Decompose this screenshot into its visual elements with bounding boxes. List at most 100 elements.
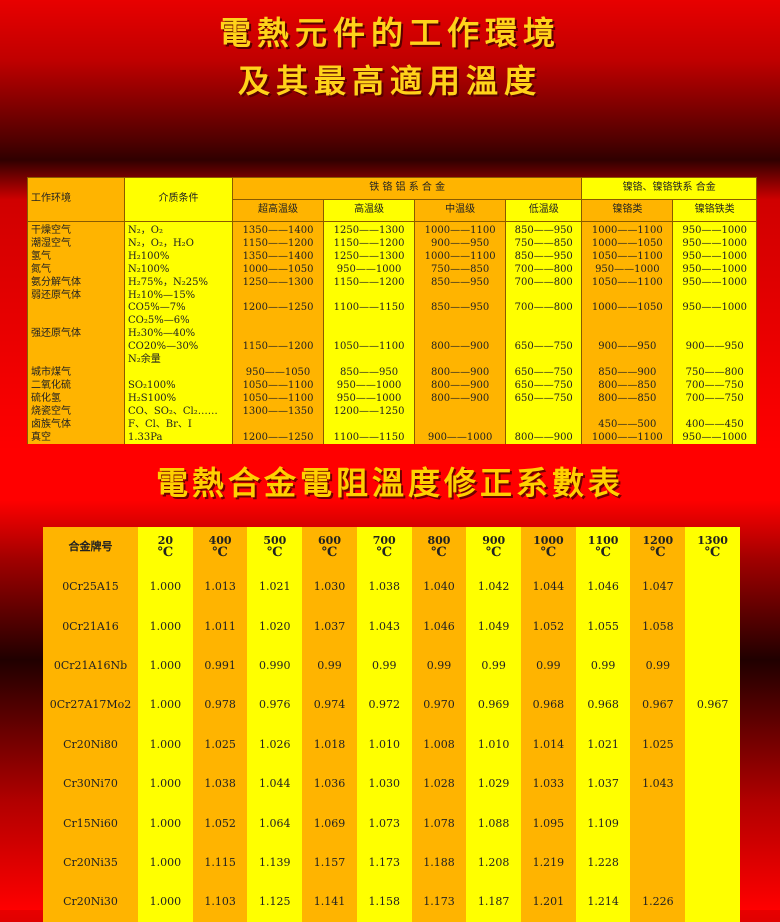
coefficient-cell: 0.974 (302, 685, 357, 725)
subheader-2: 中温级 (414, 199, 507, 222)
temp-header: 1300 ℃ (685, 527, 740, 567)
temp-cell: 950——1000 (672, 250, 757, 264)
celsius-unit: ℃ (321, 545, 338, 560)
table-row: 二氧化硫 SO₂100% 1050——1100 950——1000 800——900 65… (27, 379, 757, 393)
temp-cell (414, 289, 507, 303)
coefficient-cell: 1.078 (411, 803, 467, 843)
temp-value: 1100 (587, 534, 619, 547)
coefficient-cell: 1.038 (192, 763, 248, 804)
coefficient-cell: 1.000 (138, 882, 193, 922)
medium-cell: CO、SO₂、Cl₂…… (124, 405, 233, 419)
coefficient-cell: 0.972 (356, 685, 412, 725)
coefficient-cell: 1.036 (302, 763, 357, 804)
celsius-unit: ℃ (431, 545, 447, 560)
temp-value: 1300 (697, 534, 728, 547)
table-row: 0Cr21A16 1.000 1.011 1.020 1.037 1.043 1.046 1.… (43, 606, 740, 646)
coefficient-cell: 1.000 (138, 842, 193, 883)
celsius-unit: ℃ (157, 545, 174, 560)
temp-cell (672, 328, 757, 342)
coefficient-cell: 1.008 (411, 724, 467, 764)
medium-cell: H₂10%—15% (124, 289, 233, 303)
working-environment-table: 工作环境 介质条件 铁 铬 铝 系 合 金 镍铬、镍铬铁系 合金 超高温级 高温级… (27, 177, 757, 445)
table-row: CO5%—7% 1200——1250 1100——1150 850——950 700——… (27, 302, 757, 316)
coefficient-cell: 1.115 (192, 842, 248, 883)
temp-cell: 650——750 (505, 366, 583, 380)
coefficient-cell: 0.99 (575, 645, 631, 686)
temp-cell: 950——1000 (672, 263, 757, 277)
temp-header: 20 ℃ (138, 527, 193, 567)
temp-cell: 950——1000 (672, 237, 757, 251)
celsius-unit: ℃ (376, 545, 393, 560)
temp-cell: 700——750 (672, 392, 757, 406)
temp-cell: 1150——1200 (231, 341, 325, 355)
coefficient-cell (685, 803, 740, 843)
alloy-name: 0Cr21A16Nb (43, 645, 138, 686)
coefficient-cell: 1.025 (192, 724, 248, 764)
table-row: 卤族气体 F、Cl、Br、I 450——500 400——450 (27, 418, 757, 432)
coefficient-cell (630, 803, 686, 843)
main-title-line1: 電熱元件的工作環境 (218, 14, 561, 52)
temp-cell (323, 328, 416, 342)
coefficient-cell: 1.018 (302, 724, 357, 764)
coefficient-cell: 1.033 (521, 763, 576, 804)
coefficient-cell: 1.000 (138, 763, 193, 804)
alloy-name: 0Cr25A15 (43, 567, 138, 607)
env-cell: 干燥空气 (27, 221, 125, 238)
temp-header: 600 ℃ (302, 527, 357, 567)
coefficient-cell: 1.021 (575, 724, 631, 764)
table-row: 0Cr27A17Mo2 1.000 0.978 0.976 0.974 0.972 0.97… (43, 685, 740, 725)
coefficient-cell (685, 724, 740, 764)
temp-value: 1000 (533, 534, 564, 547)
temp-cell: 750——850 (414, 263, 507, 277)
env-cell: 真空 (27, 431, 125, 445)
celsius-unit: ℃ (540, 545, 557, 560)
coefficient-cell: 1.038 (356, 567, 412, 607)
table-row: 强还原气体 H₂30%—40% (27, 328, 757, 342)
temp-cell: 1000——1050 (231, 263, 325, 277)
coefficient-cell: 1.058 (630, 606, 686, 646)
medium-cell: CO20%—30% (124, 341, 233, 355)
coefficient-cell: 1.228 (575, 842, 631, 883)
coefficient-cell: 0.978 (192, 685, 248, 725)
temp-value: 600 (318, 534, 341, 547)
temp-cell: 450——500 (581, 418, 674, 432)
coefficient-cell: 1.064 (247, 803, 303, 843)
temp-cell (505, 328, 583, 342)
coefficient-cell: 1.029 (466, 763, 522, 804)
temp-cell: 950——1000 (323, 263, 416, 277)
coefficient-cell: 1.043 (630, 763, 686, 804)
medium-cell: N₂，O₂ (124, 221, 233, 238)
temp-cell: 800——900 (505, 431, 583, 445)
coefficient-cell: 1.043 (356, 606, 412, 646)
subheader-5: 镍铬铁类 (672, 199, 757, 222)
temp-cell: 1050——1100 (231, 392, 325, 406)
celsius-unit: ℃ (650, 545, 666, 560)
temp-cell (672, 405, 757, 419)
medium-cell: H₂S100% (124, 392, 233, 406)
env-cell (27, 302, 125, 316)
alloy-name: 0Cr27A17Mo2 (43, 685, 138, 725)
table-row: 弱还原气体 H₂10%—15% (27, 289, 757, 303)
temp-cell: 900——950 (581, 341, 674, 355)
table-row: 0Cr21A16Nb 1.000 0.991 0.990 0.99 0.99 0.99 0.9… (43, 645, 740, 686)
temp-cell: 1350——1400 (231, 221, 325, 238)
temp-cell: 1250——1300 (231, 276, 325, 290)
table-row: 干燥空气 N₂，O₂ 1350——1400 1250——1300 1000——1100 8… (27, 221, 757, 238)
temp-cell: 1300——1350 (231, 405, 325, 419)
temp-cell: 750——850 (505, 237, 583, 251)
coefficient-cell: 0.99 (466, 645, 522, 686)
temp-cell: 850——950 (414, 276, 507, 290)
celsius-unit: ℃ (595, 545, 611, 560)
env-cell: 烧瓷空气 (27, 405, 125, 419)
temp-cell: 950——1000 (323, 379, 416, 393)
coefficient-cell: 1.046 (411, 606, 467, 646)
medium-cell: H₂75%，N₂25% (124, 276, 233, 290)
coefficient-cell: 1.158 (356, 882, 412, 922)
coefficient-cell (685, 645, 740, 686)
temp-header: 1100 ℃ (575, 527, 631, 567)
coefficient-cell: 1.125 (247, 882, 303, 922)
table-row: Cr20Ni35 1.000 1.115 1.139 1.157 1.173 1.188 1.… (43, 842, 740, 883)
temp-cell: 1000——1100 (581, 431, 674, 445)
coefficient-cell: 1.000 (138, 567, 193, 607)
medium-cell: N₂余量 (124, 354, 233, 367)
